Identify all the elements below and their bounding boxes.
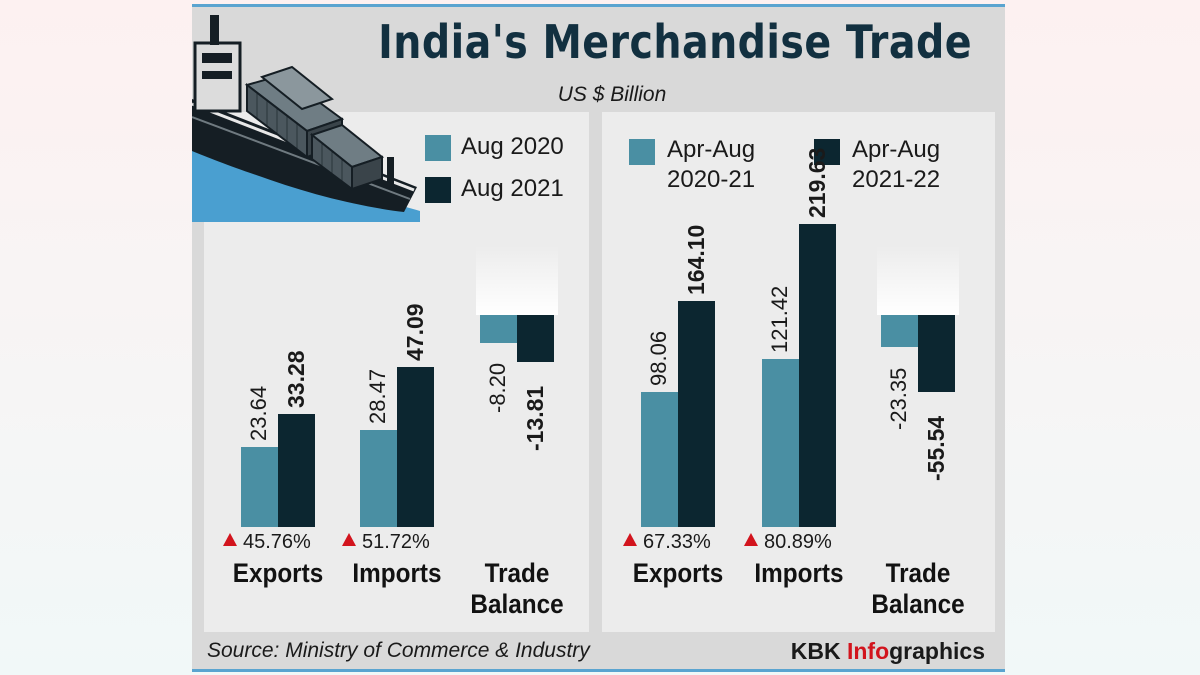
bar-1-0-0 [641, 391, 678, 527]
zero-line-fade [877, 245, 959, 315]
brand-credit: KBK Infographics [791, 638, 985, 665]
source-note: Source: Ministry of Commerce & Industry [207, 639, 590, 662]
bar-0-1-1 [397, 366, 434, 527]
bar-0-2-0 [480, 315, 517, 343]
increase-triangle-icon [744, 533, 758, 546]
data-label: -13.81 [522, 385, 548, 451]
legend-swatch-aug-2020 [425, 135, 451, 161]
data-label: -55.54 [923, 415, 949, 481]
bar-1-1-0 [762, 359, 799, 527]
category-label-line-1: Imports [754, 558, 844, 588]
legend-swatch-apr-aug-2020-21 [629, 139, 655, 165]
increase-triangle-icon [623, 533, 637, 546]
legend-swatch-aug-2021 [425, 177, 451, 203]
category-label-line-1: Imports [352, 558, 442, 588]
legend-label-apr-aug-2020-21: Apr-Aug 2020-21 [667, 135, 755, 195]
category-label: Exports [627, 558, 730, 589]
legend-label-line-2: 2020-21 [667, 166, 756, 193]
zero-line-fade [476, 245, 558, 315]
data-label: 28.47 [365, 369, 390, 425]
data-label: 121.42 [767, 286, 792, 354]
increase-triangle-icon [223, 533, 237, 546]
category-label-line-1: Trade [885, 558, 951, 588]
category-label: Exports [227, 558, 330, 589]
growth-value: 67.33% [643, 531, 711, 553]
data-label: 33.28 [283, 350, 309, 408]
data-label: 98.06 [646, 330, 671, 386]
legend-swatch-apr-aug-2021-22 [814, 139, 840, 165]
infographic-card: India's Merchandise Trade US $ Billion A… [192, 4, 1005, 672]
category-label-line-1: Exports [232, 558, 324, 588]
bar-0-2-1 [517, 315, 554, 362]
increase-triangle-icon [342, 533, 356, 546]
category-label-line-2: Balance [871, 589, 965, 619]
brand-accent: Info [846, 638, 890, 664]
brand-prefix: KBK [790, 638, 847, 664]
data-label: 219.63 [804, 147, 830, 218]
data-label: 164.10 [683, 224, 709, 295]
growth-label: 51.72% [342, 531, 430, 554]
legend-label-aug-2021: Aug 2021 [461, 175, 564, 202]
brand-suffix: graphics [889, 638, 985, 664]
category-label: Trade Balance [867, 558, 970, 620]
bar-0-0-0 [241, 446, 278, 527]
growth-value: 51.72% [362, 531, 430, 553]
legend-label-line-2: 2021-22 [852, 166, 941, 193]
category-label-line-1: Trade [484, 558, 550, 588]
data-label: -8.20 [485, 363, 510, 414]
legend-label-aug-2020: Aug 2020 [461, 133, 564, 160]
legend-label-line-1: Apr-Aug [667, 136, 756, 163]
growth-value: 45.76% [243, 531, 311, 553]
legend-label-apr-aug-2021-22: Apr-Aug 2021-22 [852, 135, 940, 195]
legend-label-line-1: Apr-Aug [852, 136, 941, 163]
chart-title: India's Merchandise Trade [378, 15, 972, 69]
bar-1-2-0 [881, 315, 918, 348]
category-label-line-2: Balance [470, 589, 564, 619]
bar-0-0-1 [278, 413, 315, 527]
growth-value: 80.89% [764, 531, 832, 553]
growth-label: 45.76% [223, 531, 311, 554]
category-label: Trade Balance [466, 558, 569, 620]
bar-1-2-1 [918, 315, 955, 392]
category-label: Imports [748, 558, 851, 589]
data-label: -23.35 [886, 367, 911, 431]
container-ship-illustration [192, 15, 420, 222]
bar-1-0-1 [678, 300, 715, 527]
growth-label: 67.33% [623, 531, 711, 554]
bar-0-1-0 [360, 430, 397, 527]
category-label-line-1: Exports [632, 558, 724, 588]
data-label: 47.09 [402, 303, 428, 361]
chart-subtitle: US $ Billion [557, 83, 667, 106]
category-label: Imports [346, 558, 449, 589]
data-label: 23.64 [246, 385, 271, 441]
bar-1-1-1 [799, 223, 836, 527]
growth-label: 80.89% [744, 531, 832, 554]
